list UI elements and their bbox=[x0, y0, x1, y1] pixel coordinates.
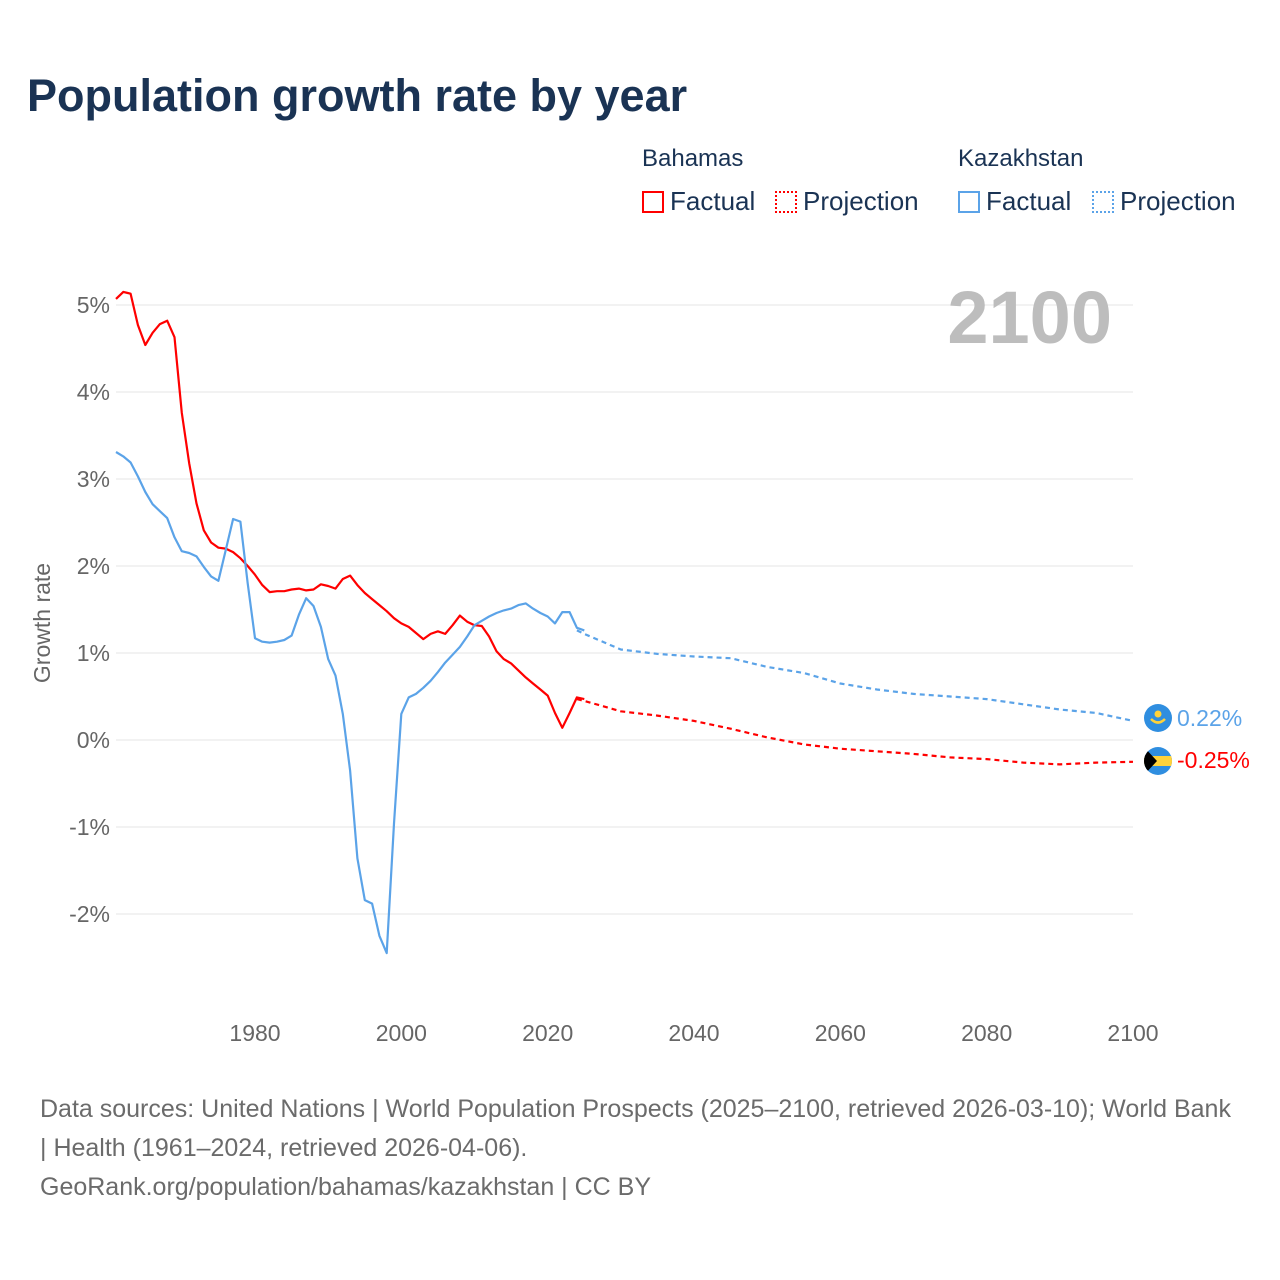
y-tick-label: 0% bbox=[77, 727, 110, 753]
legend-group-kazakhstan: Kazakhstan bbox=[958, 145, 1084, 172]
bahamas-flag-icon bbox=[1144, 747, 1172, 775]
x-tick-label: 1980 bbox=[229, 1020, 280, 1046]
footer: Data sources: United Nations | World Pop… bbox=[40, 1090, 1240, 1207]
series-line-kazakhstan-projection bbox=[576, 629, 1134, 722]
data-sources: Data sources: United Nations | World Pop… bbox=[40, 1095, 1231, 1162]
plot-area: 5% 4% 3% 2% 1% 0% -1% -2% 1980 2000 2020 2040 2060 20… bbox=[29, 276, 1250, 1046]
y-tick-label: 5% bbox=[77, 292, 110, 318]
series-line-bahamas-factual bbox=[115, 290, 585, 729]
x-tick-label: 2040 bbox=[668, 1020, 719, 1046]
legend-swatch-solid bbox=[958, 190, 980, 213]
y-tick-label: 1% bbox=[77, 640, 110, 666]
x-tick-label: 2060 bbox=[815, 1020, 866, 1046]
chart-title: Population growth rate by year bbox=[27, 70, 688, 121]
end-label-bahamas: -0.25% bbox=[1177, 747, 1250, 773]
legend-label: Projection bbox=[803, 186, 919, 216]
end-label-kazakhstan: 0.22% bbox=[1177, 705, 1242, 731]
legend-kazakhstan-projection[interactable]: Projection bbox=[1092, 186, 1236, 217]
y-axis-label: Growth rate bbox=[29, 563, 55, 683]
legend-bahamas-factual[interactable]: Factual bbox=[642, 186, 755, 217]
year-watermark: 2100 bbox=[947, 276, 1112, 359]
x-tick-label: 2020 bbox=[522, 1020, 573, 1046]
x-tick-label: 2080 bbox=[961, 1020, 1012, 1046]
x-tick-label: 2000 bbox=[376, 1020, 427, 1046]
x-tick-label: 2100 bbox=[1107, 1020, 1158, 1046]
legend-label: Projection bbox=[1120, 186, 1236, 216]
y-tick-label: 4% bbox=[77, 379, 110, 405]
legend-label: Factual bbox=[986, 186, 1072, 216]
legend-swatch-dotted bbox=[1092, 190, 1114, 213]
y-tick-label: 2% bbox=[77, 553, 110, 579]
legend-bahamas-projection[interactable]: Projection bbox=[775, 186, 919, 217]
legend-kazakhstan-factual[interactable]: Factual bbox=[958, 186, 1071, 217]
y-tick-label: 3% bbox=[77, 466, 110, 492]
legend-swatch-solid bbox=[642, 190, 664, 213]
legend-swatch-dotted bbox=[775, 190, 797, 213]
legend-label: Factual bbox=[670, 186, 756, 216]
series-line-kazakhstan-factual bbox=[115, 451, 585, 955]
y-tick-label: -2% bbox=[69, 901, 110, 927]
legend-group-bahamas: Bahamas bbox=[642, 145, 744, 172]
y-tick-label: -1% bbox=[69, 814, 110, 840]
kazakhstan-flag-icon bbox=[1144, 704, 1172, 732]
credit-link[interactable]: GeoRank.org/population/bahamas/kazakhsta… bbox=[40, 1173, 652, 1201]
